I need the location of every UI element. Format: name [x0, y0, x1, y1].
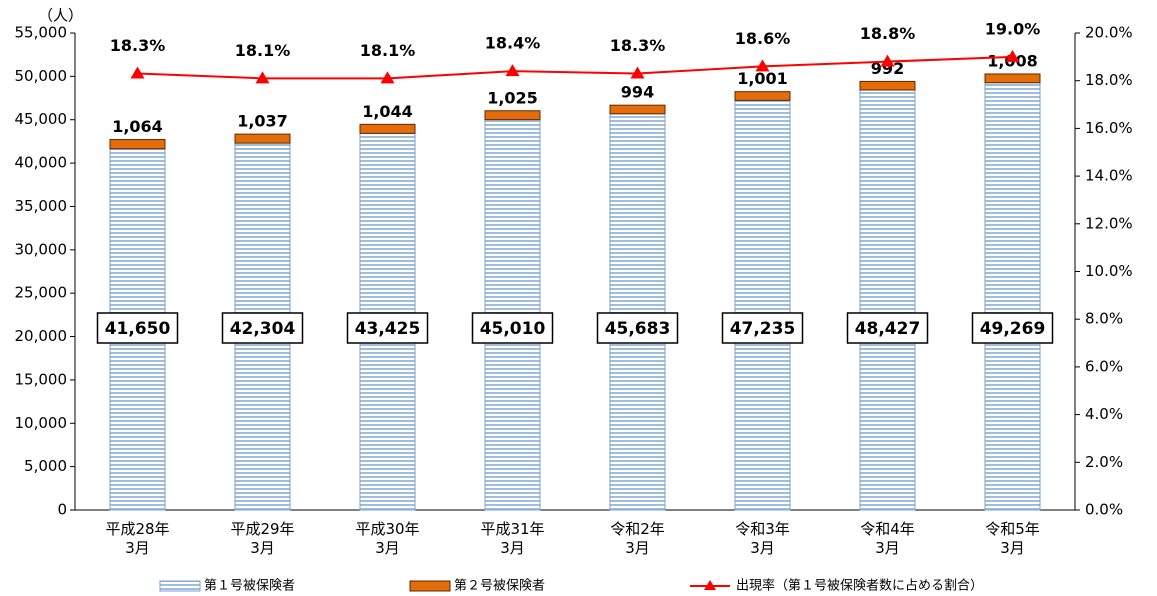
x-tick-label: 平成31年 3月 [480, 520, 545, 557]
y2-tick-label: 6.0% [1085, 357, 1123, 375]
bar [734, 91, 791, 101]
y2-tick-label: 10.0% [1085, 262, 1133, 280]
data-label: 49,269 [980, 319, 1046, 339]
data-label: 1,037 [237, 112, 288, 131]
x-tick-label: 令和2年 3月 [610, 520, 665, 557]
data-label: 18.4% [485, 34, 541, 53]
line [137, 55, 1013, 80]
bar [234, 133, 291, 144]
marker [1005, 49, 1020, 62]
marker [255, 71, 270, 84]
bar [859, 89, 916, 511]
y2-tick-label: 18.0% [1085, 71, 1133, 89]
bar [984, 82, 1041, 511]
data-label: 45,010 [480, 319, 546, 339]
y-tick-label: 15,000 [15, 370, 68, 388]
data-label: 1,025 [487, 88, 538, 107]
data-label: 18.1% [360, 41, 416, 60]
label-box [596, 312, 679, 344]
label-box [846, 312, 929, 344]
label-box [346, 312, 429, 344]
x-tick-label: 平成30年 3月 [355, 520, 420, 557]
y-tick-label: 20,000 [15, 327, 68, 345]
data-label: 42,304 [230, 319, 296, 339]
marker [380, 71, 395, 84]
label-box [221, 312, 304, 344]
y-tick-label: 55,000 [15, 24, 68, 42]
marker [505, 64, 520, 77]
y-axis-label: （人） [38, 7, 83, 25]
y-tick-label: 50,000 [15, 67, 68, 85]
y2-tick-label: 0.0% [1085, 501, 1123, 519]
y-tick-label: 40,000 [15, 154, 68, 172]
y-tick-label: 0 [57, 501, 67, 519]
data-label: 1,044 [362, 102, 413, 121]
y-tick-label: 45,000 [15, 110, 68, 128]
data-label: 48,427 [855, 319, 921, 339]
label-box [971, 312, 1054, 344]
y2-tick-label: 14.0% [1085, 167, 1133, 185]
x-tick-label: 令和3年 3月 [735, 520, 790, 557]
data-label: 18.3% [610, 36, 666, 55]
y2-tick-label: 4.0% [1085, 405, 1123, 423]
data-label: 41,650 [105, 319, 171, 339]
bar [734, 99, 791, 511]
data-label: 47,235 [730, 319, 796, 339]
y2-tick-label: 16.0% [1085, 119, 1133, 137]
label-box [471, 312, 554, 344]
y-tick-label: 30,000 [15, 240, 68, 258]
y-tick-label: 35,000 [15, 197, 68, 215]
data-label: 994 [621, 83, 654, 102]
data-label: 18.8% [860, 24, 916, 43]
data-label: 19.0% [985, 19, 1041, 38]
x-tick-label: 平成29年 3月 [230, 520, 295, 557]
data-label: 1,001 [737, 69, 788, 88]
bar [609, 104, 666, 115]
marker [880, 54, 895, 67]
legend-marker [704, 580, 716, 590]
legend-label: 出現率（第１号被保険者数に占める割合） [736, 578, 983, 594]
label-box [96, 312, 179, 344]
legend-swatch [409, 580, 451, 592]
label-box [721, 312, 804, 344]
x-tick-label: 平成28年 3月 [105, 520, 170, 557]
y2-tick-label: 8.0% [1085, 310, 1123, 328]
data-label: 992 [871, 59, 904, 78]
bar [984, 73, 1041, 84]
data-label: 45,683 [605, 319, 671, 339]
bar [609, 113, 666, 511]
y2-tick-label: 2.0% [1085, 453, 1123, 471]
y-tick-label: 5,000 [24, 457, 67, 475]
marker [630, 66, 645, 79]
y-tick-label: 25,000 [15, 284, 68, 302]
legend-swatch [159, 580, 201, 592]
data-label: 18.6% [735, 29, 791, 48]
x-tick-label: 令和4年 3月 [860, 520, 915, 557]
bar [109, 139, 166, 150]
bar [859, 80, 916, 91]
data-label: 43,425 [355, 319, 421, 339]
legend-label: 第２号被保険者 [454, 579, 545, 594]
x-tick-label: 令和5年 3月 [985, 520, 1040, 557]
y2-tick-label: 20.0% [1085, 24, 1133, 42]
data-label: 1,064 [112, 117, 163, 136]
bar [484, 110, 541, 121]
legend-label: 第１号被保険者 [204, 579, 295, 594]
marker [755, 59, 770, 72]
y-tick-label: 10,000 [15, 414, 68, 432]
marker [130, 66, 145, 79]
y2-tick-label: 12.0% [1085, 214, 1133, 232]
bar [359, 123, 416, 134]
data-label: 18.3% [110, 36, 166, 55]
data-label: 18.1% [235, 41, 291, 60]
